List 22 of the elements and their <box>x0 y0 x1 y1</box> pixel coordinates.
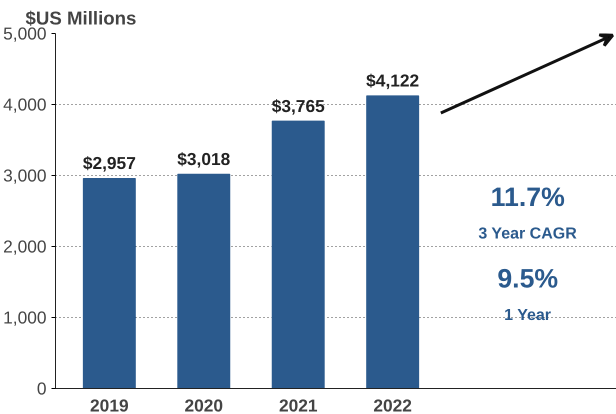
x-tick-label: 2021 <box>278 396 318 414</box>
x-tick-label: 2020 <box>184 396 224 414</box>
data-label: $3,765 <box>272 96 326 116</box>
y-tick-label: 1,000 <box>3 308 47 328</box>
bar <box>177 174 230 388</box>
y-tick-label: 3,000 <box>3 166 47 186</box>
x-tick-label: 2022 <box>373 396 412 414</box>
y-tick-label: 2,000 <box>3 236 47 256</box>
bar <box>272 120 325 388</box>
x-tick-label: 2019 <box>90 396 129 414</box>
text: 11.7% <box>490 182 565 212</box>
text: 9.5% <box>497 263 558 294</box>
y-tick-label: 0 <box>36 378 47 398</box>
y-tick-label: 4,000 <box>3 94 47 114</box>
bar <box>82 178 136 388</box>
bar <box>366 95 420 388</box>
data-label: $3,018 <box>177 148 231 169</box>
text: 3 Year CAGR <box>478 226 578 243</box>
text: 1 Year <box>504 307 552 324</box>
y-axis-title: $US Millions <box>26 8 136 28</box>
data-label: $4,122 <box>366 70 420 91</box>
data-label: $2,957 <box>82 153 136 174</box>
